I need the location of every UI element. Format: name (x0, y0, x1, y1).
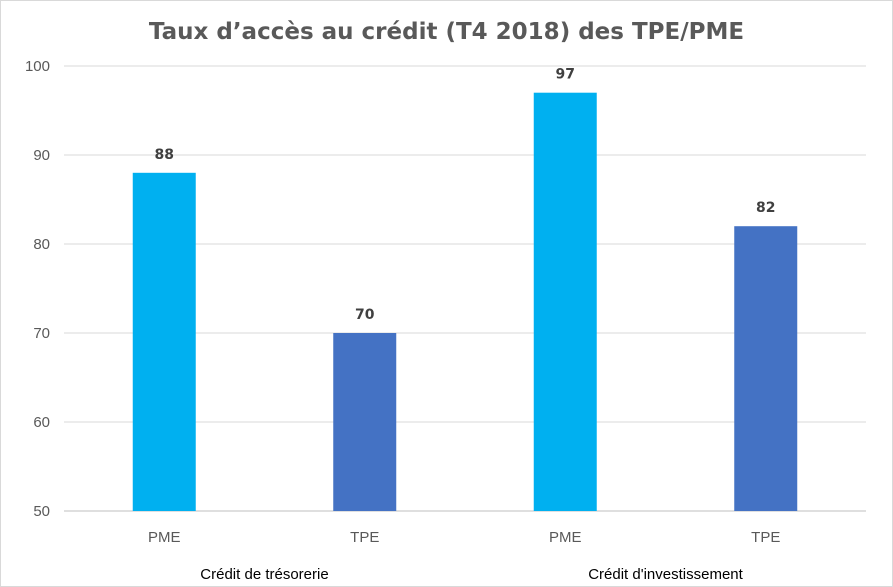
bar (333, 333, 397, 511)
y-tick-label: 60 (33, 414, 50, 431)
category-label: TPE (751, 529, 780, 546)
category-label: TPE (350, 529, 379, 546)
group-label: Crédit d'investissement (588, 566, 743, 583)
bar (734, 226, 798, 511)
category-label: PME (148, 529, 181, 546)
category-label: PME (549, 529, 582, 546)
data-label: 97 (556, 67, 575, 83)
y-tick-label: 100 (25, 58, 50, 75)
data-label: 70 (355, 307, 375, 323)
bar (132, 172, 196, 512)
y-tick-label: 50 (33, 503, 50, 520)
bar (533, 92, 597, 511)
y-tick-label: 80 (33, 236, 50, 253)
data-label: 82 (756, 200, 775, 216)
y-tick-label: 70 (33, 325, 50, 342)
chart-title: Taux d’accès au crédit (T4 2018) des TPE… (148, 19, 745, 45)
data-label: 88 (155, 147, 174, 163)
group-label: Crédit de trésorerie (200, 566, 328, 583)
y-tick-label: 90 (33, 147, 50, 164)
